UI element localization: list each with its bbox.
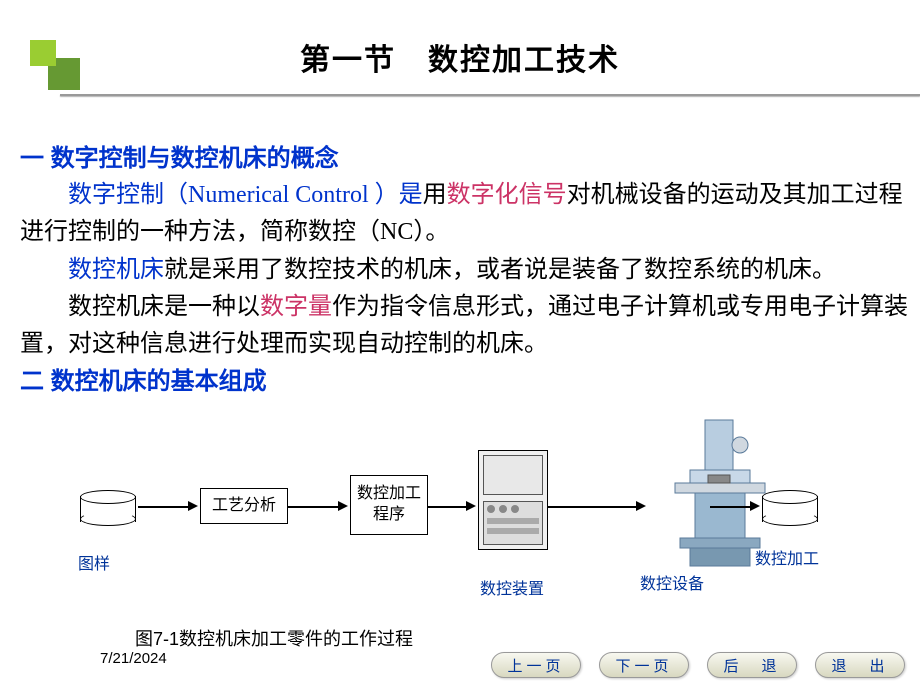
arrow-4-head [636, 501, 646, 511]
paragraph-3: 数控机床是一种以数字量作为指令信息形式，通过电子计算机或专用电子计算装置，对这种… [20, 289, 920, 363]
section-1-heading: 一 数字控制与数控机床的概念 [20, 140, 920, 177]
section-2-heading: 二 数控机床的基本组成 [20, 363, 920, 400]
footer-date: 7/21/2024 [100, 650, 167, 667]
arrow-2 [288, 506, 340, 508]
exit-button[interactable]: 退 出 [815, 652, 905, 678]
paragraph-1: 数字控制（Numerical Control ）是用数字化信号对机械设备的运动及… [20, 177, 920, 251]
text-red-1: 数字化信号 [447, 182, 567, 208]
caption-text: 数控机床加工零件的工作过程 [179, 629, 413, 649]
node-nc-program: 数控加工程序 [350, 475, 428, 535]
arrow-2-head [338, 501, 348, 511]
header-divider [60, 94, 920, 96]
figure-caption: 图7-1数控机床加工零件的工作过程 [135, 625, 413, 651]
page-title: 第一节 数控加工技术 [0, 35, 920, 79]
arrow-5 [710, 506, 752, 508]
node-drawing-label: 图样 [78, 550, 110, 574]
prev-button[interactable]: 上一页 [491, 652, 581, 678]
nav-bar: 上一页 下一页 后 退 退 出 [491, 652, 905, 678]
node-output-cylinder [762, 490, 818, 526]
node-nc-device-label: 数控装置 [480, 575, 544, 599]
node-drawing-cylinder [80, 490, 136, 526]
paragraph-2: 数控机床就是采用了数控技术的机床，或者说是装备了数控系统的机床。 [20, 252, 920, 289]
text-1b: 用 [423, 182, 447, 208]
arrow-3 [428, 506, 468, 508]
text-blue-2: 数控机床 [68, 257, 164, 283]
arrow-5-head [750, 501, 760, 511]
node-process-analysis: 工艺分析 [200, 488, 288, 524]
next-button[interactable]: 下一页 [599, 652, 689, 678]
arrow-1 [138, 506, 190, 508]
node-nc-device-box [478, 450, 548, 550]
text-3a: 数控机床是一种以 [68, 294, 260, 320]
text-red-2: 数字量 [260, 294, 332, 320]
node-nc-machine-label: 数控设备 [640, 570, 704, 594]
arrow-3-head [466, 501, 476, 511]
arrow-1-head [188, 501, 198, 511]
workflow-diagram: 图样 工艺分析 数控加工程序 数控装置 [60, 440, 880, 610]
back-button[interactable]: 后 退 [707, 652, 797, 678]
node-output-label: 数控加工 [755, 545, 819, 569]
text-2b: 就是采用了数控技术的机床，或者说是装备了数控系统的机床。 [164, 257, 836, 283]
body-text: 一 数字控制与数控机床的概念 数字控制（Numerical Control ）是… [20, 140, 920, 400]
arrow-4 [548, 506, 638, 508]
caption-prefix: 图7-1 [135, 629, 179, 649]
text-blue-1: 数字控制（Numerical Control ）是 [68, 182, 423, 208]
